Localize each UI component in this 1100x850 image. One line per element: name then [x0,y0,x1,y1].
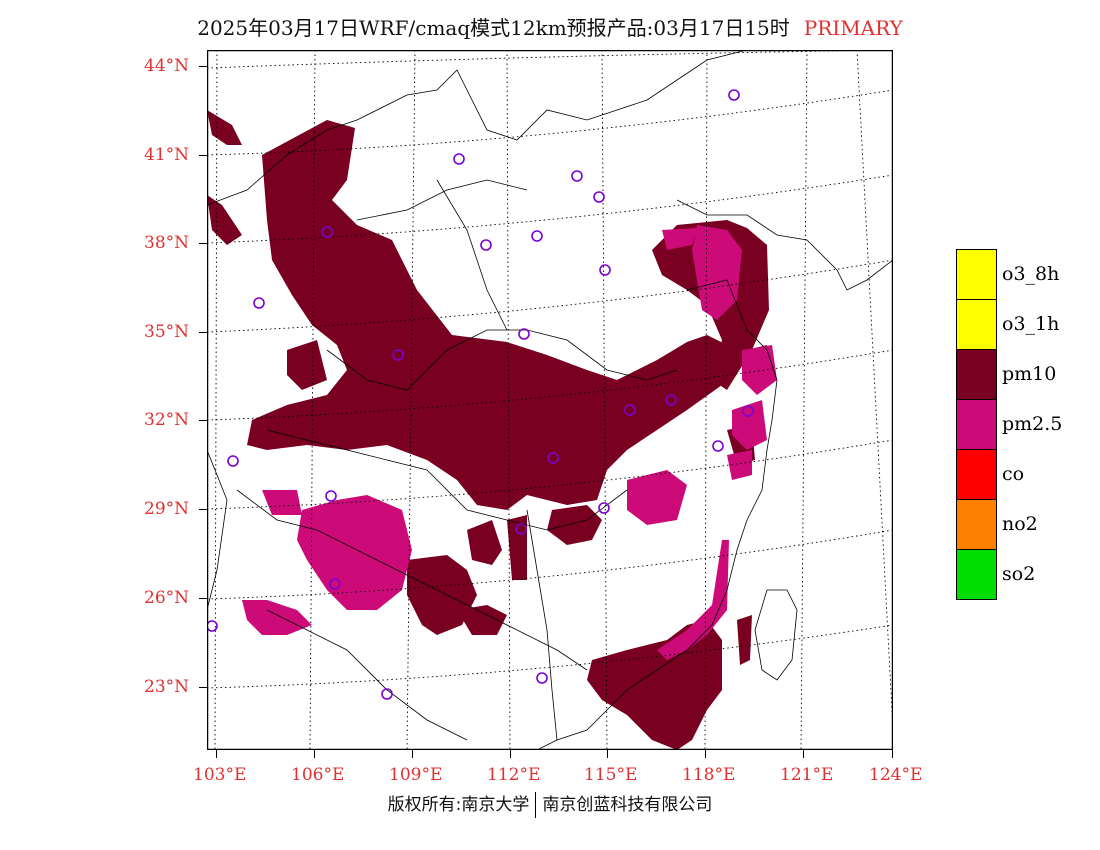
title-text: 2025年03月17日WRF/cmaq模式12km预报产品:03月17日15时 [197,16,790,40]
pollution-map [207,50,893,750]
lon-label-115: 115°E [584,765,638,785]
lat-label-41: 41°N [144,145,190,165]
legend-label: pm10 [1002,363,1057,385]
legend-label: co [1002,463,1025,485]
lat-label-35: 35°N [144,322,190,342]
graticule [207,50,893,750]
copyright-footer: 版权所有:南京大学 南京创蓝科技有限公司 [0,790,1100,818]
legend-swatch [956,449,997,500]
station-markers [207,89,754,700]
legend-label: o3_8h [1002,263,1060,285]
copyright-left: 版权所有:南京大学 [387,795,530,815]
lon-label-118: 118°E [682,765,736,785]
map-title: 2025年03月17日WRF/cmaq模式12km预报产品:03月17日15时 P… [0,12,1100,41]
lat-label-38: 38°N [144,233,190,253]
lon-label-121: 121°E [780,765,834,785]
lat-label-32: 32°N [144,410,190,430]
legend-label: no2 [1002,513,1038,535]
legend-swatch [956,499,997,550]
lat-label-29: 29°N [144,499,190,519]
legend-swatch [956,399,997,450]
legend-swatch [956,299,997,350]
legend-label: o3_1h [1002,313,1060,335]
lon-label-124: 124°E [869,765,923,785]
copyright-right: 南京创蓝科技有限公司 [542,795,713,815]
lat-label-44: 44°N [144,56,190,76]
legend-swatch [956,349,997,400]
lon-label-112: 112°E [487,765,541,785]
legend-label: pm2.5 [1002,413,1063,435]
pm25-region [242,225,777,660]
lon-label-106: 106°E [291,765,345,785]
lon-label-109: 109°E [389,765,443,785]
legend-swatch [956,549,997,600]
legend-swatch [956,249,997,300]
province-borders [207,50,893,750]
footer-separator [535,792,537,818]
lon-label-103: 103°E [193,765,247,785]
lat-label-26: 26°N [144,588,190,608]
title-tag: PRIMARY [803,16,903,40]
legend-label: so2 [1002,563,1036,585]
lat-label-23: 23°N [144,677,190,697]
